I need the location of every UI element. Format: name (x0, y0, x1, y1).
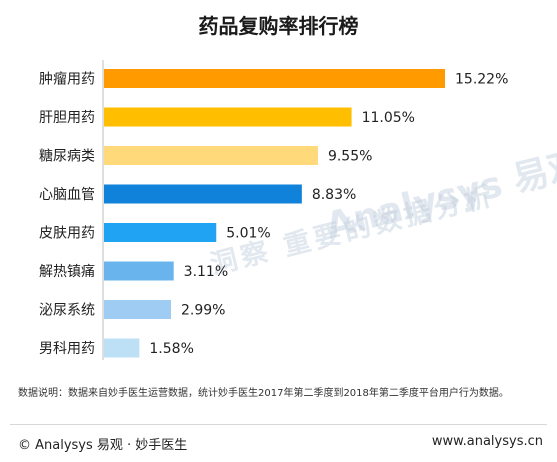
data-label: 2.99% (181, 303, 225, 319)
footer-copyright: © Analysys 易观 · 妙手医生 (18, 438, 188, 453)
category-label: 肝胆用药 (39, 110, 95, 126)
category-label: 解热镇痛 (39, 263, 95, 280)
category-label: 泌尿系统 (39, 303, 95, 319)
category-label: 心脑血管 (39, 187, 95, 203)
data-label: 1.58% (149, 341, 193, 357)
footer-divider (10, 424, 547, 425)
category-label: 男科用药 (39, 341, 95, 357)
category-label: 肿瘤用药 (39, 71, 95, 88)
bar (104, 69, 445, 88)
category-label: 糖尿病类 (39, 149, 95, 165)
data-label: 9.55% (328, 149, 372, 165)
data-note: 数据说明：数据来自妙手医生运营数据，统计妙手医生2017年第二季度到2018年第… (18, 388, 509, 399)
data-label: 8.83% (312, 187, 356, 203)
bar (104, 338, 140, 358)
data-label: 3.11% (184, 264, 228, 280)
bar (104, 300, 171, 319)
bar (104, 184, 302, 204)
data-label: 5.01% (226, 226, 270, 242)
bar (104, 261, 174, 281)
category-label: 皮肤用药 (39, 226, 95, 242)
chart-title: 药品复购率排行榜 (198, 14, 359, 38)
data-label: 15.22% (455, 72, 508, 88)
bar (104, 107, 352, 127)
bar-chart: 肿瘤用药 15.22% 肝胆用药 11.05% 糖尿病类 9.55% 心脑血管 8.83% 皮肤… (39, 60, 508, 360)
data-label: 11.05% (362, 110, 415, 126)
bar (104, 223, 217, 242)
bar (104, 146, 318, 165)
footer-website[interactable]: www.analysys.cn (431, 434, 543, 449)
